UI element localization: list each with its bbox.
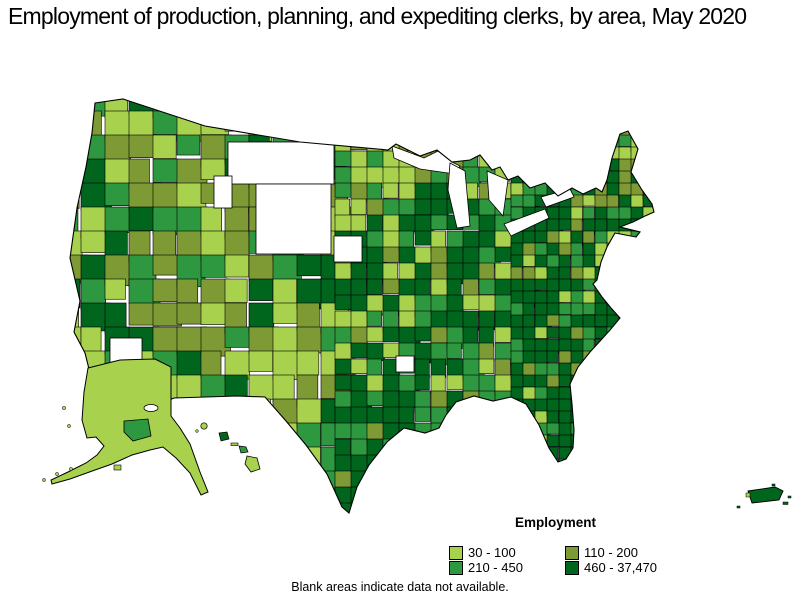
- legend-item: 210 - 450: [449, 560, 523, 575]
- legend-title: Employment: [514, 515, 596, 530]
- data-availability-note: Blank areas indicate data not available.: [291, 580, 509, 594]
- great-lake: [503, 208, 550, 237]
- no-data-area: [213, 175, 233, 209]
- legend-swatch-class1: [449, 545, 463, 560]
- map-title: Employment of production, planning, and …: [8, 3, 747, 29]
- legend-swatch-class4: [565, 560, 579, 575]
- great-lake: [391, 145, 461, 175]
- no-data-area: [227, 141, 335, 185]
- legend-swatch-class3: [449, 560, 463, 575]
- legend-item: 30 - 100: [449, 545, 516, 560]
- legend-swatch-class2: [565, 545, 579, 560]
- no-data-area: [255, 183, 332, 255]
- great-lake: [486, 170, 509, 217]
- us-outline: [69, 98, 655, 514]
- hawaii-inset: [195, 422, 261, 473]
- legend-label: 460 - 37,470: [584, 560, 658, 575]
- legend-label: 30 - 100: [468, 545, 516, 560]
- no-data-area: [395, 355, 415, 373]
- alaska-inset: [42, 358, 209, 496]
- legend-label: 110 - 200: [584, 545, 638, 560]
- legend-item: 110 - 200: [565, 545, 638, 560]
- puerto-rico-inset: [736, 483, 792, 509]
- legend-item: 460 - 37,470: [565, 560, 657, 575]
- no-data-area: [333, 235, 363, 263]
- contiguous-us-regions: [70, 99, 654, 513]
- legend-label: 210 - 450: [468, 560, 523, 575]
- great-lake: [447, 162, 471, 229]
